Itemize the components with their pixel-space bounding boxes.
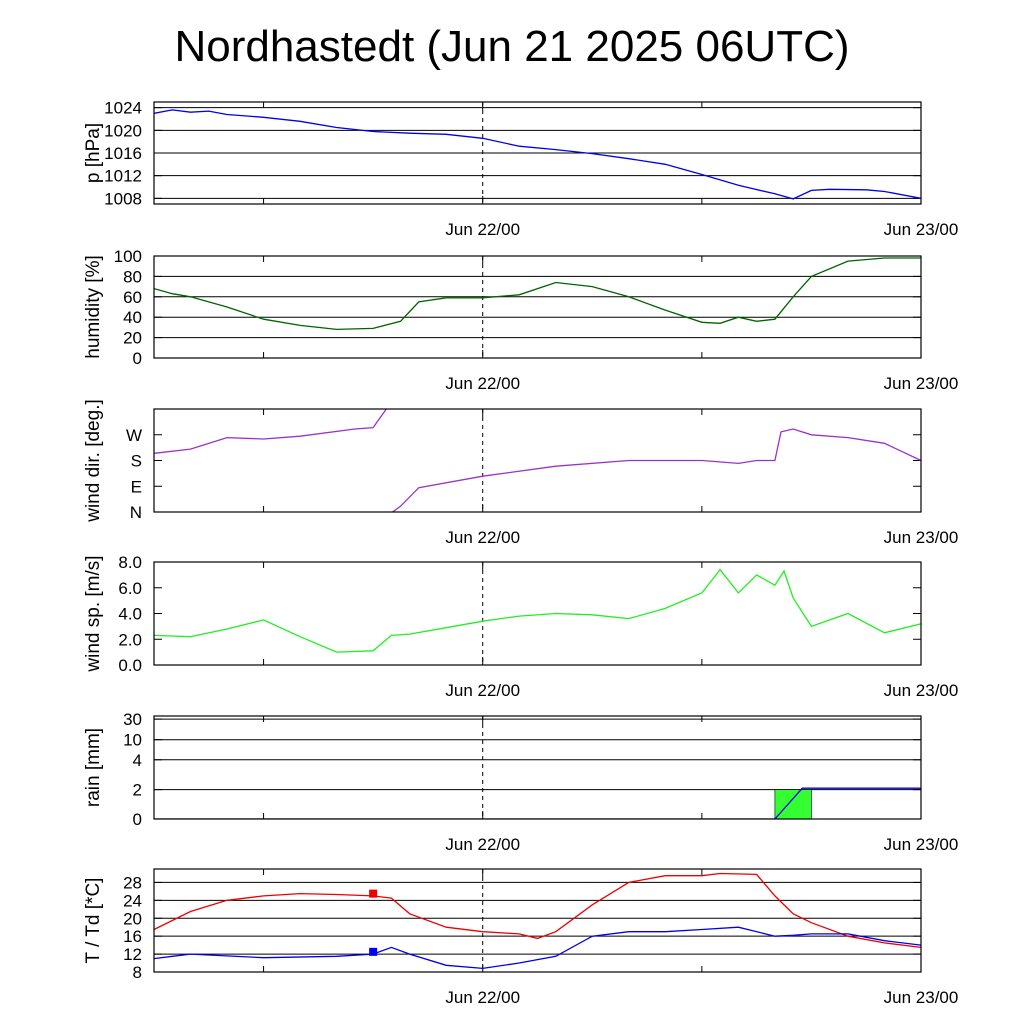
y-tick-label: E (131, 477, 142, 496)
panel-frame (153, 868, 922, 973)
wind_direction-series-line (154, 409, 388, 454)
y-tick-label: 28 (123, 873, 142, 892)
y-axis-label: wind dir. [deg.] (83, 399, 104, 523)
y-axis-label: p [hPa] (83, 123, 104, 183)
x-tick-label: Jun 23/00 (884, 988, 959, 1007)
x-tick-label: Jun 22/00 (445, 374, 520, 393)
observation-marker (369, 889, 378, 898)
y-tick-label: W (126, 426, 142, 445)
y-axis-label: humidity [%] (83, 255, 104, 358)
wind-speed-panel: 0.0 2.0 4.0 6.0 8.0 Jun 22/00 Jun 23/00 wind sp… (83, 553, 958, 700)
y-tick-label: 30 (123, 710, 142, 729)
y-tick-label: 2.0 (118, 630, 142, 649)
x-tick-label: Jun 22/00 (445, 220, 520, 239)
x-tick-label: Jun 22/00 (445, 988, 520, 1007)
y-tick-label: S (131, 452, 142, 471)
y-tick-label: 8 (133, 963, 142, 982)
x-tick-label: Jun 23/00 (884, 528, 959, 547)
panel-frame (153, 715, 922, 820)
y-axis-label: T / Td [*C] (83, 878, 104, 964)
rain-panel: 0 2 410 30 Jun 22/00 Jun 23/00 rain [mm] (83, 710, 958, 854)
x-tick-label: Jun 23/00 (884, 220, 959, 239)
x-tick-label: Jun 23/00 (884, 681, 959, 700)
panel-frame (153, 561, 922, 666)
x-tick-label: Jun 22/00 (445, 528, 520, 547)
x-tick-label: Jun 23/00 (884, 374, 959, 393)
y-tick-label: N (130, 503, 142, 522)
pressure-series-line (154, 109, 921, 200)
y-tick-label: 40 (123, 308, 142, 327)
y-tick-label: 1024 (104, 99, 142, 118)
pressure-panel: 1008 1012 1016 1020 1024 Jun 22/00 Jun 23/00 p … (83, 99, 958, 239)
panel-frame (153, 255, 922, 359)
y-tick-label: 10 (123, 731, 142, 750)
y-tick-label: 20 (123, 329, 142, 348)
y-tick-label: 1020 (104, 121, 142, 140)
x-tick-label: Jun 22/00 (445, 835, 520, 854)
y-tick-label: 60 (123, 288, 142, 307)
rain-bar (774, 789, 812, 820)
y-tick-label: 24 (123, 891, 142, 910)
x-tick-label: Jun 23/00 (884, 835, 959, 854)
y-tick-label: 100 (114, 247, 142, 266)
temperature-series-line (154, 926, 921, 970)
y-tick-label: 8.0 (118, 553, 142, 572)
panel-frame (153, 408, 922, 513)
temperature-series-line (154, 872, 921, 949)
y-tick-label: 0 (133, 810, 142, 829)
y-tick-label: 16 (123, 927, 142, 946)
y-tick-label: 1012 (104, 167, 142, 186)
y-tick-label: 6.0 (118, 579, 142, 598)
wind_direction-series-line (391, 428, 921, 512)
observation-marker (369, 947, 378, 956)
y-tick-label: 80 (123, 267, 142, 286)
y-tick-label: 2 (133, 781, 142, 800)
y-tick-label: 12 (123, 945, 142, 964)
y-tick-label: 1008 (104, 189, 142, 208)
y-axis-label: rain [mm] (83, 728, 104, 807)
humidity-series-line (154, 257, 921, 331)
rain-series-line (154, 787, 921, 819)
panel-frame (153, 101, 922, 205)
y-tick-label: 1016 (104, 144, 142, 163)
y-tick-label: 4 (133, 751, 142, 770)
y-tick-label: 20 (123, 909, 142, 928)
y-tick-label: 0 (133, 349, 142, 368)
chart-title: Nordhastedt (Jun 21 2025 06UTC) (174, 22, 850, 71)
y-axis-label: wind sp. [m/s] (83, 555, 104, 672)
y-tick-label: 0.0 (118, 656, 142, 675)
wind_speed-series-line (154, 568, 921, 653)
y-tick-label: 4.0 (118, 605, 142, 624)
x-tick-label: Jun 22/00 (445, 681, 520, 700)
